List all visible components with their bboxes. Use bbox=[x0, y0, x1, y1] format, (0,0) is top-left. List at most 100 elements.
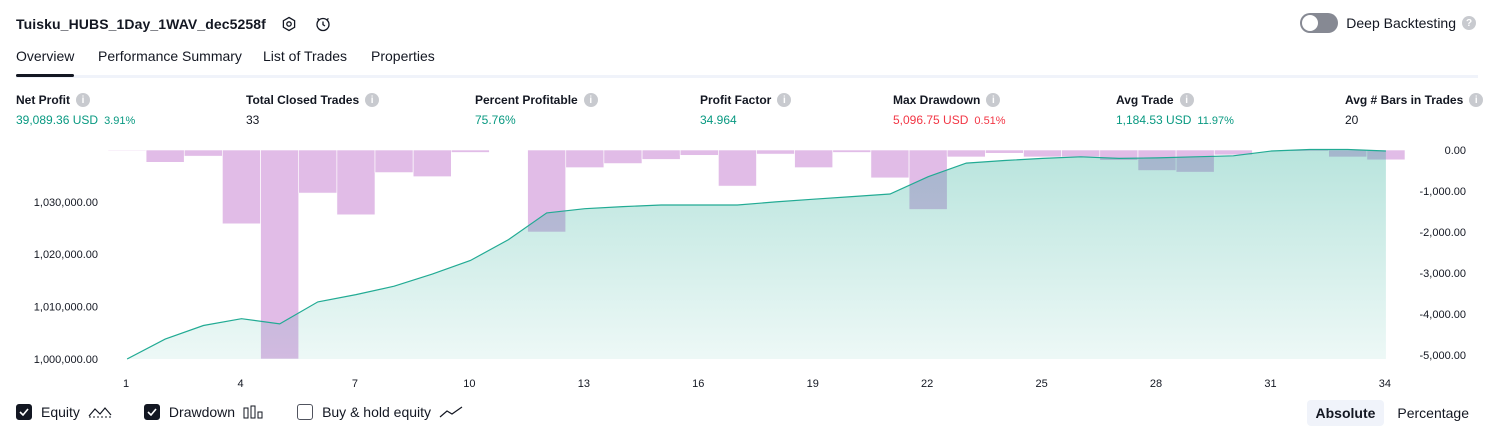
tab-overview[interactable]: Overview bbox=[16, 48, 75, 77]
drawdown-bar bbox=[107, 149, 147, 152]
drawdown-label: Drawdown bbox=[168, 404, 236, 420]
right-axis-label: -1,000.00 bbox=[1420, 186, 1466, 198]
right-axis-label: 0.00 bbox=[1445, 145, 1466, 157]
drawdown-bar bbox=[679, 149, 719, 156]
drawdown-bar bbox=[718, 149, 757, 187]
help-icon[interactable]: i bbox=[986, 93, 1001, 107]
replay-strategy-icon[interactable] bbox=[312, 13, 334, 35]
drawdown-bar bbox=[641, 149, 681, 160]
x-axis-label: 25 bbox=[1035, 378, 1047, 390]
metric-label: Max Drawdown bbox=[893, 93, 981, 107]
left-axis-label: 1,030,000.00 bbox=[34, 197, 98, 209]
equity-toggle[interactable]: Equity bbox=[16, 404, 112, 420]
left-axis-label: 1,010,000.00 bbox=[34, 302, 98, 314]
buy-hold-line-icon bbox=[439, 405, 463, 419]
drawdown-bar bbox=[298, 149, 338, 194]
metric-value: 39,089.36 USD bbox=[16, 113, 99, 127]
equity-line bbox=[126, 148, 1386, 360]
metric-max-drawdown: Max Drawdown i 5,096.75 USD 0.51% bbox=[893, 93, 1006, 127]
drawdown-bar bbox=[1023, 149, 1062, 158]
equity-line-icon bbox=[88, 405, 112, 419]
right-axis-label: -4,000.00 bbox=[1420, 309, 1466, 321]
metric-label: Percent Profitable bbox=[475, 93, 578, 107]
metric-label: Avg Trade bbox=[1116, 93, 1174, 107]
absolute-button[interactable]: Absolute bbox=[1306, 400, 1385, 426]
x-axis-label: 16 bbox=[692, 378, 704, 390]
drawdown-bar bbox=[184, 149, 223, 157]
strategy-name: Tuisku_HUBS_1Day_1WAV_dec5258f bbox=[16, 16, 266, 32]
equity-drawdown-chart[interactable]: 1,000,000.00 1,010,000.00 1,020,000.00 1,03… bbox=[0, 140, 1494, 395]
drawdown-bar bbox=[145, 149, 185, 163]
scale-mode-switch: Absolute Percentage bbox=[1303, 400, 1479, 426]
toggle-knob bbox=[1302, 15, 1319, 31]
metric-label: Profit Factor bbox=[700, 93, 772, 107]
left-axis-label: 1,000,000.00 bbox=[34, 354, 98, 366]
help-icon[interactable]: i bbox=[76, 93, 90, 107]
left-axis-label: 1,020,000.00 bbox=[34, 249, 98, 261]
metric-value: 75.76% bbox=[475, 113, 516, 127]
help-icon[interactable]: i bbox=[1469, 93, 1484, 107]
drawdown-bar bbox=[603, 149, 643, 164]
drawdown-bar bbox=[450, 149, 490, 153]
metric-avg-bars: Avg # Bars in Trades i 20 bbox=[1345, 93, 1484, 127]
metric-sub-value: 3.91% bbox=[104, 115, 136, 127]
drawdown-bar bbox=[489, 149, 528, 151]
x-axis-label: 13 bbox=[578, 378, 590, 390]
deep-backtesting-toggle[interactable] bbox=[1300, 13, 1339, 33]
buy-hold-toggle[interactable]: Buy & hold equity bbox=[297, 404, 463, 420]
x-axis-label: 4 bbox=[237, 378, 243, 390]
metric-total-closed-trades: Total Closed Trades i 33 bbox=[246, 93, 380, 127]
equity-area bbox=[127, 149, 1386, 359]
tab-bar: Overview Performance Summary List of Tra… bbox=[16, 40, 1478, 78]
metric-label: Total Closed Trades bbox=[246, 93, 360, 107]
drawdown-bar bbox=[870, 149, 910, 179]
drawdown-bar bbox=[832, 149, 872, 153]
x-axis-label: 10 bbox=[463, 378, 475, 390]
tab-properties[interactable]: Properties bbox=[371, 48, 435, 64]
drawdown-bar bbox=[794, 149, 833, 168]
drawdown-bar bbox=[946, 149, 986, 158]
drawdown-bar bbox=[374, 149, 414, 173]
drawdown-bar bbox=[1061, 149, 1101, 158]
drawdown-bars-icon bbox=[243, 405, 265, 419]
deep-backtesting: Deep Backtesting ? bbox=[1300, 13, 1476, 33]
strategy-header: Tuisku_HUBS_1Day_1WAV_dec5258f bbox=[16, 12, 334, 36]
chart-legend: Equity Drawdown Buy & hold equity bbox=[16, 404, 495, 420]
help-icon[interactable]: i bbox=[1179, 93, 1194, 107]
x-axis-label: 7 bbox=[352, 378, 358, 390]
metric-percent-profitable: Percent Profitable i 75.76% bbox=[475, 93, 598, 127]
metric-value: 34.964 bbox=[700, 113, 737, 127]
help-icon[interactable]: i bbox=[365, 93, 380, 107]
x-axis-label: 31 bbox=[1264, 378, 1276, 390]
equity-checkbox[interactable] bbox=[16, 404, 32, 420]
equity-series bbox=[126, 148, 1386, 360]
drawdown-toggle[interactable]: Drawdown bbox=[143, 404, 265, 420]
x-axis-label: 28 bbox=[1150, 378, 1162, 390]
tab-performance-summary[interactable]: Performance Summary bbox=[98, 48, 242, 64]
x-axis-label: 22 bbox=[921, 378, 933, 390]
metric-value: 20 bbox=[1345, 113, 1359, 127]
help-icon[interactable]: i bbox=[777, 93, 792, 107]
drawdown-bar bbox=[222, 149, 261, 225]
metric-sub-value: 0.51% bbox=[974, 115, 1006, 127]
metric-profit-factor: Profit Factor i 34.964 bbox=[700, 93, 792, 127]
tab-list-of-trades[interactable]: List of Trades bbox=[263, 48, 348, 64]
buy-hold-checkbox[interactable] bbox=[297, 404, 314, 420]
drawdown-bar bbox=[565, 149, 605, 168]
help-icon[interactable]: i bbox=[583, 93, 598, 107]
x-axis-label: 34 bbox=[1379, 378, 1391, 390]
metric-value: 5,096.75 USD bbox=[893, 113, 969, 127]
right-axis-label: -5,000.00 bbox=[1420, 350, 1466, 362]
help-icon[interactable]: ? bbox=[1462, 16, 1476, 30]
drawdown-checkbox[interactable] bbox=[143, 404, 160, 420]
metric-avg-trade: Avg Trade i 1,184.53 USD 11.97% bbox=[1116, 93, 1234, 127]
settings-icon[interactable] bbox=[278, 13, 300, 35]
drawdown-bar bbox=[336, 149, 376, 216]
drawdown-bar bbox=[1214, 149, 1253, 156]
percentage-button[interactable]: Percentage bbox=[1397, 405, 1469, 421]
metric-label: Net Profit bbox=[16, 93, 70, 107]
metric-value: 33 bbox=[246, 113, 260, 127]
right-axis-label: -2,000.00 bbox=[1420, 227, 1466, 239]
metric-net-profit: Net Profit i 39,089.36 USD 3.91% bbox=[16, 93, 135, 127]
deep-backtesting-label: Deep Backtesting bbox=[1346, 15, 1456, 31]
